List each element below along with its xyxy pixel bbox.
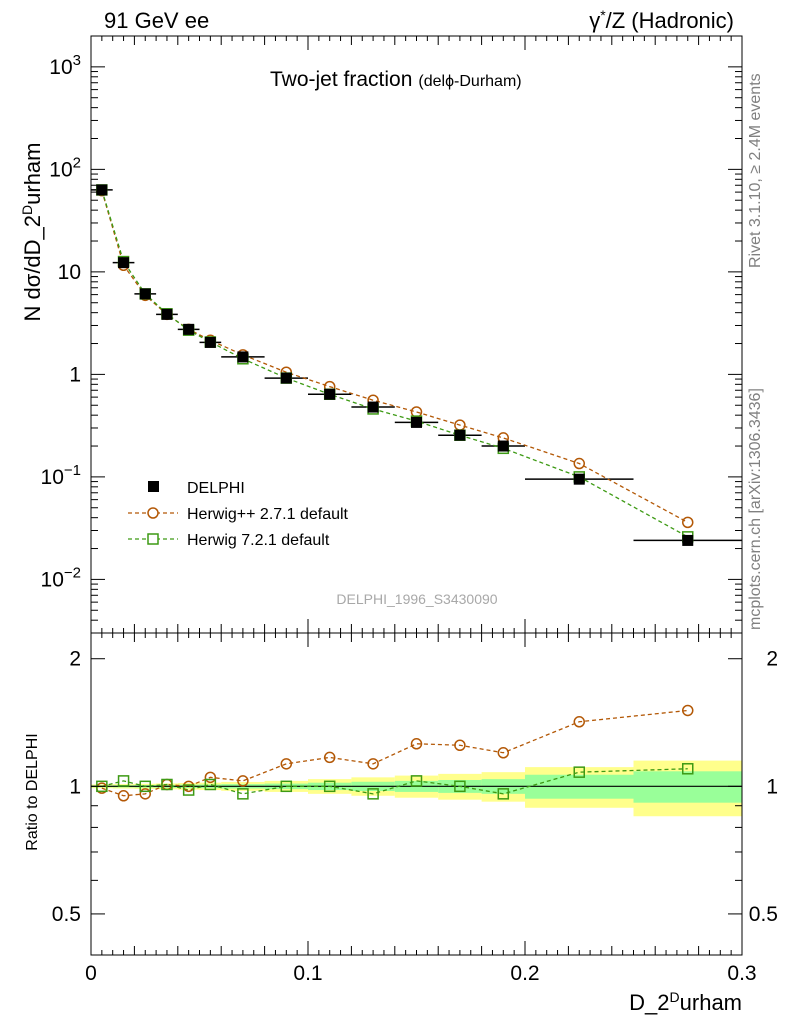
data-point-0 [204, 336, 216, 348]
data-point-1 [573, 457, 585, 470]
ratio-point-1 [367, 788, 379, 800]
ratio-point-0 [497, 747, 510, 759]
x-axis-ticks [90, 36, 743, 633]
ratio-y-tick-label: 0.5 [52, 903, 81, 926]
ratio-point-0 [410, 738, 423, 750]
ratio-y-axis-ticks: 0.5 0.5 1 1 2 2 [52, 648, 778, 956]
x-tick-label: 0 [85, 962, 97, 985]
data-point-0 [96, 184, 108, 196]
ratio-point-1 [454, 780, 466, 793]
y-tick-label: 1 [69, 363, 81, 386]
y-tick-label: 102 [49, 154, 81, 181]
legend-label-delphi: DELPHI [187, 480, 245, 497]
series-markers [96, 184, 694, 546]
ratio-point-0 [573, 716, 585, 728]
x-axis-label: D_2Durham [629, 989, 742, 1015]
main-panel: Two-jet fraction (delϕ-Durham) DELPHI_199… [19, 35, 743, 634]
data-point-0 [139, 288, 151, 300]
legend-label-herwigpp: Herwig++ 2.7.1 default [187, 506, 349, 523]
data-point-0 [682, 534, 694, 546]
legend: DELPHI Herwig++ 2.7.1 default Herwig 7.2… [128, 480, 349, 549]
ratio-point-0 [682, 704, 694, 717]
ratio-point-1 [182, 784, 195, 796]
legend-marker-delphi [148, 481, 159, 492]
ratio-point-0 [323, 751, 336, 764]
header-right: γ*/Z (Hadronic) [589, 7, 734, 33]
ratio-point-0 [237, 775, 249, 787]
data-point-0 [118, 257, 130, 269]
series-line-1 [101, 190, 689, 523]
ratio-point-1 [410, 775, 423, 787]
ratio-y-tick-label-right: 1 [766, 775, 778, 798]
ratio-frame [90, 632, 743, 956]
ratio-line-1 [101, 768, 688, 795]
data-point-0 [280, 372, 292, 384]
data-point-0 [183, 323, 195, 335]
stat-uncertainty-band [633, 771, 742, 803]
watermark: DELPHI_1996_S3430090 [336, 591, 497, 607]
ratio-point-1 [573, 766, 585, 778]
ratio-y-tick-label: 1 [69, 775, 81, 798]
data-point-0 [573, 473, 585, 485]
ratio-line-0 [101, 709, 688, 797]
data-point-0 [454, 429, 466, 441]
x-tick-label: 0.3 [727, 962, 756, 985]
legend-marker-herwigpp [147, 507, 159, 519]
data-point-0 [411, 416, 422, 428]
mcplots-label: mcplots.cern.ch [arXiv:1306.3436] [747, 388, 764, 630]
rivet-version-label: Rivet 3.1.10, ≥ 2.4M events [747, 73, 764, 268]
ratio-point-1 [497, 788, 510, 800]
series-line-2 [101, 189, 689, 538]
y-tick-label: 10−1 [41, 462, 81, 489]
legend-label-herwig7: Herwig 7.2.1 default [187, 532, 330, 549]
ratio-point-0 [367, 758, 379, 770]
ratio-panel: 0.5 0.5 1 1 2 2 0 0.1 0.2 0.3 Ratio to DELPHI D_… [24, 632, 778, 1015]
ratio-point-1 [280, 780, 293, 793]
header-left: 91 GeV ee [104, 8, 209, 33]
x-tick-label: 0.2 [510, 962, 539, 985]
ratio-point-0 [454, 739, 466, 751]
x-tick-label: 0.1 [293, 962, 322, 985]
ratio-point-1 [323, 780, 336, 793]
ratio-point-1 [139, 780, 151, 793]
ratio-y-axis-label: Ratio to DELPHI [24, 733, 41, 850]
ratio-point-0 [204, 771, 217, 784]
y-tick-label: 103 [49, 52, 81, 79]
y-tick-label: 10 [58, 261, 81, 284]
ratio-point-1 [204, 778, 217, 791]
main-y-axis-label: N dσ/dD_2Durham [19, 142, 45, 321]
ratio-y-tick-label-right: 2 [766, 648, 778, 671]
ratio-point-1 [237, 788, 249, 800]
ratio-y-tick-label-right: 0.5 [749, 903, 778, 926]
ratio-point-1 [117, 775, 130, 787]
y-tick-label: 10−2 [41, 564, 81, 591]
data-point-0 [161, 308, 173, 320]
series-lines [101, 189, 689, 538]
ratio-series-markers [96, 704, 694, 802]
data-point-0 [237, 351, 249, 363]
data-point-1 [682, 516, 694, 529]
ratio-series-lines [101, 709, 688, 797]
data-point-0 [324, 388, 336, 400]
ratio-point-1 [161, 778, 173, 791]
legend-marker-herwig7 [147, 533, 159, 545]
ratio-point-0 [117, 790, 130, 802]
data-point-0 [497, 440, 509, 452]
data-point-0 [367, 401, 379, 413]
ratio-point-0 [280, 758, 293, 770]
ratio-y-tick-label: 2 [69, 648, 81, 671]
main-title: Two-jet fraction (delϕ-Durham) [270, 68, 522, 91]
ratio-point-0 [139, 788, 151, 800]
ratio-point-1 [682, 763, 694, 775]
uncertainty-bands [91, 760, 742, 817]
